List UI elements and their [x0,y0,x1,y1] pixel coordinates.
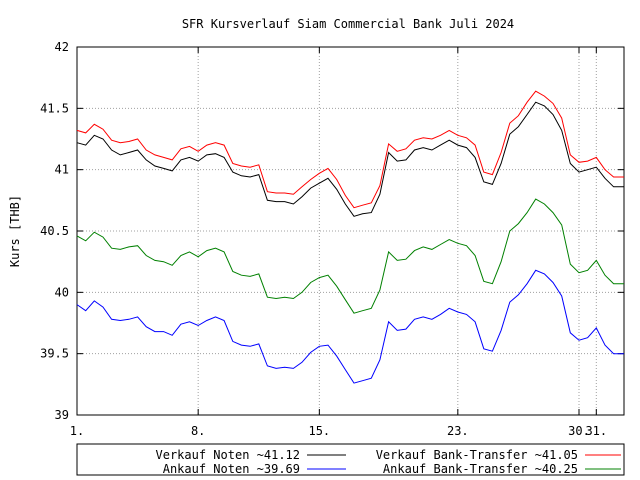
series-line [76,90,624,209]
series-lines [76,90,624,384]
legend-label: Verkauf Noten ~41.12 [156,448,301,462]
legend: Verkauf Noten ~41.12 Verkauf Bank-Transfe… [76,443,625,476]
y-tick-label: 41 [55,163,69,177]
series-line [76,269,624,384]
x-tick-label: 8. [191,424,205,438]
y-axis-label: Kurs [THB] [8,195,22,267]
chart-title: SFR Kursverlauf Siam Commercial Bank Jul… [182,17,514,31]
legend-box [76,443,625,476]
legend-label: Ankauf Noten ~39.69 [163,462,300,476]
y-ticks: 39 39.5 40 40.5 41 41.5 42 [40,40,624,422]
grid [77,47,624,415]
x-tick-label: 31. [585,424,607,438]
y-tick-label: 39.5 [40,347,69,361]
y-tick-label: 42 [55,40,69,54]
y-tick-label: 39 [55,408,69,422]
x-ticks: 1. 8. 15. 23. 30.31. [70,47,607,438]
legend-label: Verkauf Bank-Transfer ~41.05 [376,448,578,462]
y-tick-label: 40 [55,285,69,299]
legend-label: Ankauf Bank-Transfer ~40.25 [383,462,578,476]
x-tick-label: 15. [308,424,330,438]
x-tick-label: 30. [568,424,590,438]
x-tick-label: 1. [70,424,84,438]
y-tick-label: 40.5 [40,224,69,238]
y-tick-label: 41.5 [40,101,69,115]
series-line [76,198,624,314]
series-line [76,101,624,217]
x-tick-label: 23. [447,424,469,438]
